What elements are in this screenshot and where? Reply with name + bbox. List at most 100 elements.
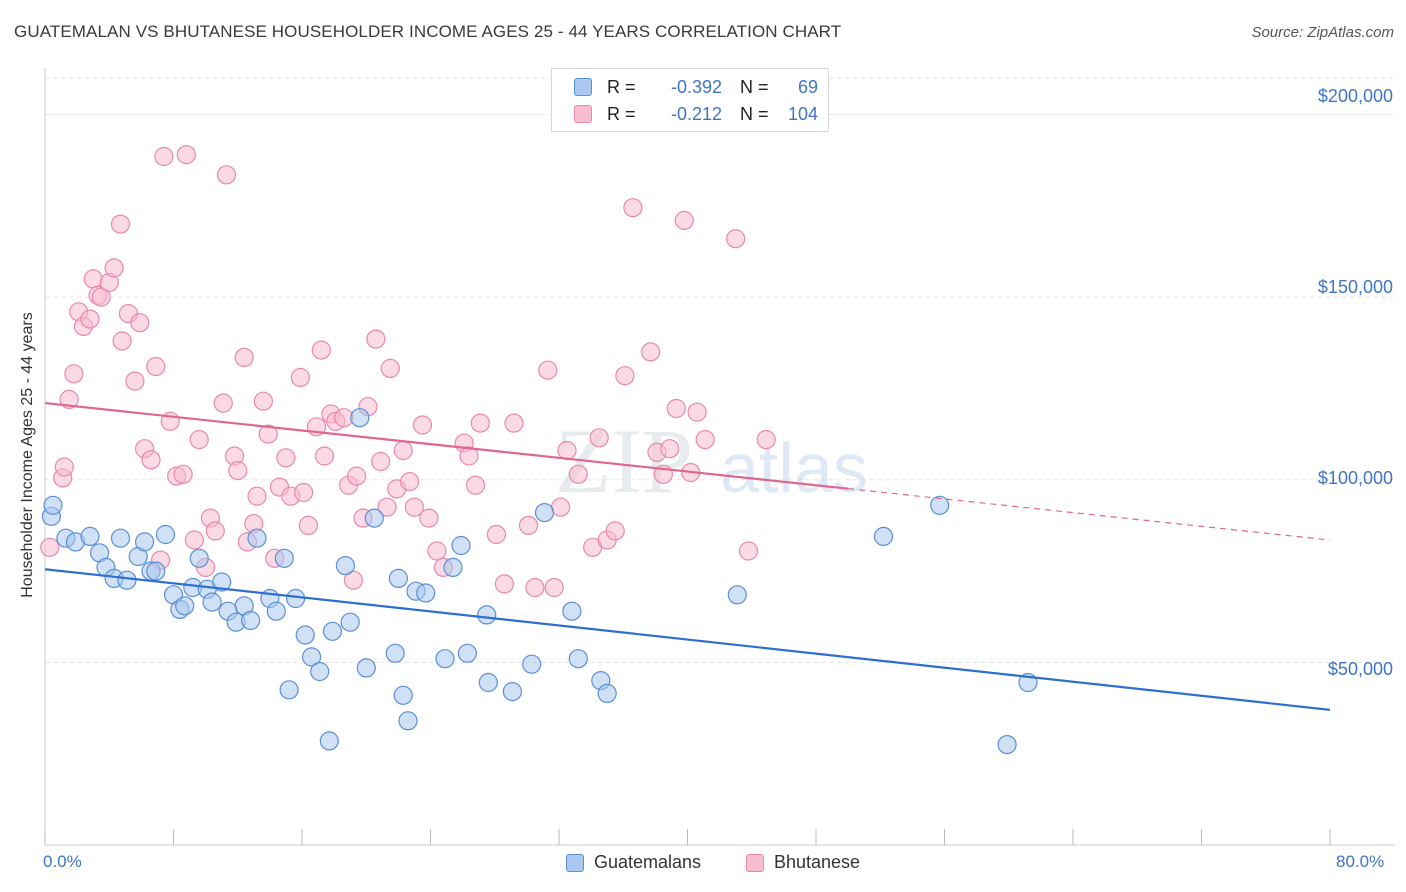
guatemalan-point: [522, 654, 542, 674]
legend-row-guatemalans: R = -0.392 N = 69: [574, 75, 818, 99]
guatemalan-point: [266, 601, 286, 621]
bhutanese-point: [216, 165, 237, 185]
bhutanese-point: [91, 287, 111, 307]
bhutanese-point: [125, 371, 145, 391]
bhutanese-point: [334, 408, 354, 428]
bhutanese-point: [64, 364, 84, 384]
bhutanese-point: [80, 309, 100, 329]
watermark: ZIP atlas: [555, 410, 868, 512]
guatemalan-point: [135, 532, 155, 552]
bhutanese-point: [347, 466, 367, 486]
guatemalan-point: [385, 643, 405, 663]
bhutanese-point: [400, 472, 420, 492]
guatemalan-point: [398, 711, 418, 731]
guatemalan-point: [388, 568, 408, 589]
bhutanese-point: [660, 439, 680, 459]
bhutanese-point: [228, 461, 248, 481]
bhutanese-point: [234, 347, 254, 367]
bhutanese-point: [311, 340, 331, 360]
bhutanese-point: [290, 367, 310, 388]
legend-n-label: N =: [740, 76, 769, 97]
legend-r-label: R =: [607, 103, 636, 124]
guatemalan-point: [279, 680, 299, 700]
guatemalan-point: [319, 731, 339, 751]
bhutanese-point: [213, 393, 233, 413]
bhutanese-point: [666, 398, 686, 419]
watermark-zip: ZIP: [555, 410, 693, 512]
axes: [44, 68, 1395, 846]
bhutanese-point: [470, 413, 490, 433]
guatemalan-point: [322, 621, 343, 641]
guatemalan-point: [562, 601, 582, 621]
bhutanese-point: [112, 331, 132, 351]
x-tick-min: 0.0%: [43, 852, 82, 871]
bhutanese-point: [189, 430, 209, 450]
guatemalan-point: [189, 548, 209, 568]
guatemalan-point: [117, 570, 137, 590]
guatemalan-point: [534, 502, 555, 523]
guatemalan-point: [202, 592, 222, 612]
bhutanese-point: [380, 358, 400, 378]
bhutanese-point: [544, 577, 564, 598]
bhutanese-point: [427, 541, 447, 561]
guatemalan-point: [80, 526, 100, 547]
bhutanese-point: [640, 342, 661, 362]
guatemalan-point: [356, 658, 376, 678]
bhutanese-point: [314, 446, 335, 466]
bhutanese-point: [258, 424, 278, 444]
bhutanese-point: [146, 356, 166, 377]
bhutanese-point: [247, 486, 267, 506]
legend-n-label: N =: [740, 103, 769, 124]
bhutanese-point: [623, 198, 643, 218]
bhutanese-point: [589, 428, 609, 448]
bhutanese-point: [687, 402, 707, 422]
bhutanese-point: [343, 570, 363, 590]
guatemalan-point: [295, 625, 315, 645]
guatemalan-point: [310, 661, 330, 682]
guatemalan-point: [597, 683, 617, 704]
bhutanese-point: [173, 464, 193, 484]
legend-item-bhutanese[interactable]: Bhutanese: [746, 852, 860, 873]
guatemalan-point: [155, 524, 176, 545]
guatemalan-point: [478, 672, 498, 693]
legend-r-value: -0.392: [670, 76, 722, 97]
bhutanese-point: [494, 574, 514, 594]
guatemalan-point: [435, 649, 455, 669]
legend-r-value: -0.212: [670, 103, 722, 124]
guatemalan-point: [930, 495, 950, 515]
guatemalan-point: [340, 612, 360, 632]
x-tick-max: 80.0%: [1336, 852, 1385, 871]
bhutanese-point: [40, 537, 60, 557]
guatemalan-point: [212, 572, 232, 592]
bhutanese-point: [393, 440, 413, 461]
bhutanese-point: [371, 451, 391, 472]
bhutanese-point: [377, 497, 397, 517]
guatemalan-point: [457, 643, 477, 663]
guatemalan-point: [393, 685, 413, 705]
guatemalan-point: [997, 734, 1017, 755]
y-tick-150000: $150,000: [1317, 277, 1393, 297]
bhutanese-point: [130, 313, 150, 333]
bhutanese-point: [110, 214, 131, 234]
guatemalan-point: [350, 408, 370, 428]
y-tick-50000: $50,000: [1327, 659, 1393, 679]
bhutanese-point: [404, 497, 424, 517]
legend-row-bhutanese: R = -0.212 N = 104: [574, 102, 818, 126]
legend-swatch-bhutanese: [746, 853, 764, 872]
bhutanese-trend-line: [44, 401, 849, 490]
bhutanese-point: [726, 229, 746, 249]
bhutanese-trend-extension: [848, 488, 1331, 541]
bhutanese-point: [253, 391, 273, 411]
legend-item-guatemalans[interactable]: Guatemalans: [566, 852, 701, 873]
bhutanese-point: [419, 508, 439, 528]
bhutanese-point: [465, 475, 486, 495]
guatemalan-point: [274, 548, 294, 568]
bhutanese-point: [184, 530, 204, 550]
legend-swatch-pink: [574, 105, 592, 123]
trend-lines: [44, 401, 1331, 711]
source-label: Source: ZipAtlas.com: [1251, 24, 1394, 41]
bhutanese-point: [486, 524, 506, 545]
legend-n-value: 69: [797, 76, 818, 97]
gridlines: [45, 77, 1395, 663]
